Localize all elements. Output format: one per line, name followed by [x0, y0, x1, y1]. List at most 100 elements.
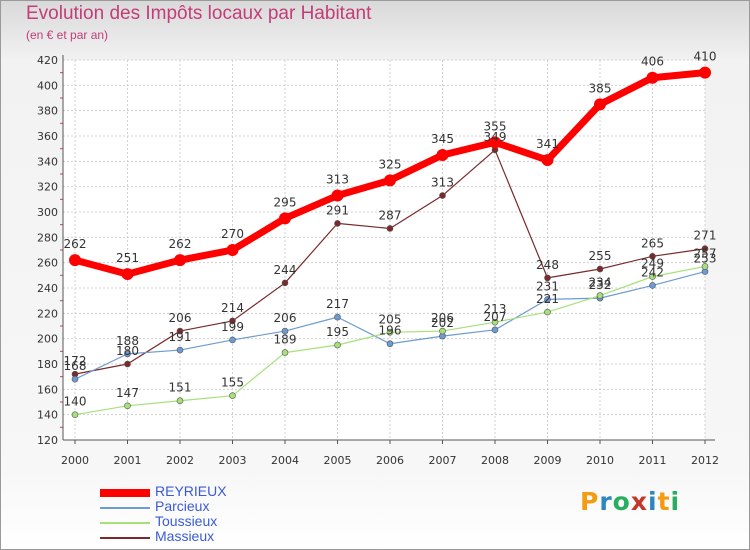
data-point-reyrieux: [436, 149, 449, 161]
data-point-toussieux: [491, 318, 499, 326]
data-point-reyrieux: [226, 244, 239, 256]
data-label-reyrieux: 262: [64, 237, 87, 251]
data-point-toussieux: [176, 397, 184, 405]
legend-swatch: [100, 522, 150, 524]
y-tick-label: 420: [37, 54, 58, 67]
y-tick-label: 380: [37, 105, 58, 118]
data-label-toussieux: 206: [431, 311, 454, 325]
y-tick-label: 140: [37, 409, 58, 422]
data-label-reyrieux: 325: [379, 157, 402, 171]
x-tick-label: 2009: [534, 454, 562, 467]
chart-title: Evolution des Impôts locaux par Habitant: [26, 3, 372, 24]
legend-label: Massieux: [155, 528, 215, 544]
data-point-parcieux: [386, 340, 394, 348]
data-point-reyrieux: [489, 136, 501, 149]
y-tick-label: 160: [37, 383, 58, 396]
plot-area: [63, 60, 705, 440]
data-point-toussieux: [439, 327, 446, 335]
data-label-reyrieux: 262: [169, 237, 192, 251]
data-label-parcieux: 188: [116, 334, 139, 348]
x-tick-label: 2011: [639, 454, 667, 467]
proxiti-logo: Proxiti: [580, 487, 681, 516]
data-point-parcieux: [229, 336, 236, 344]
data-label-massieux: 255: [589, 249, 612, 263]
y-tick-label: 120: [37, 434, 58, 447]
x-tick-label: 2001: [114, 454, 142, 467]
data-point-reyrieux: [279, 212, 291, 225]
y-tick-label: 240: [37, 282, 58, 295]
data-label-massieux: 172: [64, 354, 87, 368]
legend-label: Toussieux: [155, 513, 218, 529]
legend-label: REYRIEUX: [155, 483, 227, 499]
data-label-parcieux: 253: [694, 252, 717, 266]
data-point-massieux: [544, 274, 551, 282]
data-label-parcieux: 217: [326, 297, 349, 311]
data-label-reyrieux: 355: [484, 119, 507, 133]
data-point-reyrieux: [384, 174, 396, 187]
data-point-reyrieux: [699, 66, 711, 79]
data-point-massieux: [596, 265, 604, 273]
data-point-massieux: [124, 360, 131, 368]
data-point-parcieux: [71, 375, 79, 383]
data-label-massieux: 206: [169, 311, 192, 325]
data-point-parcieux: [281, 327, 289, 335]
data-label-massieux: 248: [536, 258, 559, 272]
data-label-reyrieux: 406: [641, 55, 664, 69]
legend-swatch: [100, 507, 150, 509]
data-point-toussieux: [229, 392, 236, 399]
data-point-toussieux: [649, 273, 656, 280]
y-tick-label: 360: [37, 130, 58, 143]
data-point-toussieux: [544, 308, 551, 316]
data-label-parcieux: 207: [484, 310, 507, 324]
data-point-toussieux: [281, 349, 289, 356]
data-point-reyrieux: [69, 254, 81, 267]
data-label-reyrieux: 295: [274, 195, 297, 209]
data-point-reyrieux: [331, 189, 344, 202]
y-tick-label: 340: [37, 155, 58, 168]
data-label-massieux: 214: [221, 301, 244, 315]
data-point-reyrieux: [594, 98, 606, 111]
data-point-toussieux: [701, 263, 709, 270]
data-point-reyrieux: [646, 71, 659, 84]
data-point-reyrieux: [174, 254, 186, 267]
data-label-toussieux: 147: [116, 386, 139, 400]
y-tick-label: 260: [37, 257, 58, 270]
data-point-toussieux: [386, 329, 394, 336]
y-tick-label: 320: [37, 181, 58, 194]
data-label-reyrieux: 345: [431, 132, 454, 146]
data-label-toussieux: 221: [536, 292, 559, 306]
y-tick-label: 220: [37, 307, 58, 320]
legend-swatch: [100, 489, 150, 497]
legend-swatch: [100, 537, 150, 539]
data-point-parcieux: [124, 350, 131, 358]
data-point-parcieux: [649, 282, 656, 289]
data-label-reyrieux: 251: [116, 251, 139, 265]
data-point-parcieux: [334, 313, 341, 321]
data-point-massieux: [439, 192, 446, 199]
data-label-toussieux: 234: [589, 276, 612, 290]
data-point-massieux: [281, 279, 289, 287]
data-point-massieux: [334, 220, 341, 227]
data-label-toussieux: 140: [64, 395, 87, 409]
data-label-parcieux: 232: [589, 278, 612, 292]
data-point-reyrieux: [541, 154, 554, 167]
data-point-toussieux: [596, 292, 604, 299]
data-point-toussieux: [334, 341, 341, 349]
chart-subtitle: (en € et par an): [26, 28, 109, 42]
x-tick-label: 2008: [481, 454, 509, 467]
data-label-parcieux: 199: [221, 320, 244, 334]
data-point-massieux: [386, 225, 394, 232]
data-label-reyrieux: 410: [694, 50, 717, 64]
data-label-parcieux: 206: [274, 311, 297, 325]
data-label-massieux: 287: [379, 208, 402, 222]
data-point-toussieux: [71, 411, 79, 418]
legend-label: Parcieux: [155, 498, 210, 514]
data-label-massieux: 291: [326, 203, 349, 217]
data-point-reyrieux: [121, 268, 134, 281]
data-label-toussieux: 195: [326, 325, 349, 339]
x-tick-label: 2002: [166, 454, 194, 467]
data-label-reyrieux: 270: [221, 227, 244, 241]
data-label-massieux: 271: [694, 229, 717, 243]
data-label-toussieux: 205: [379, 312, 402, 326]
